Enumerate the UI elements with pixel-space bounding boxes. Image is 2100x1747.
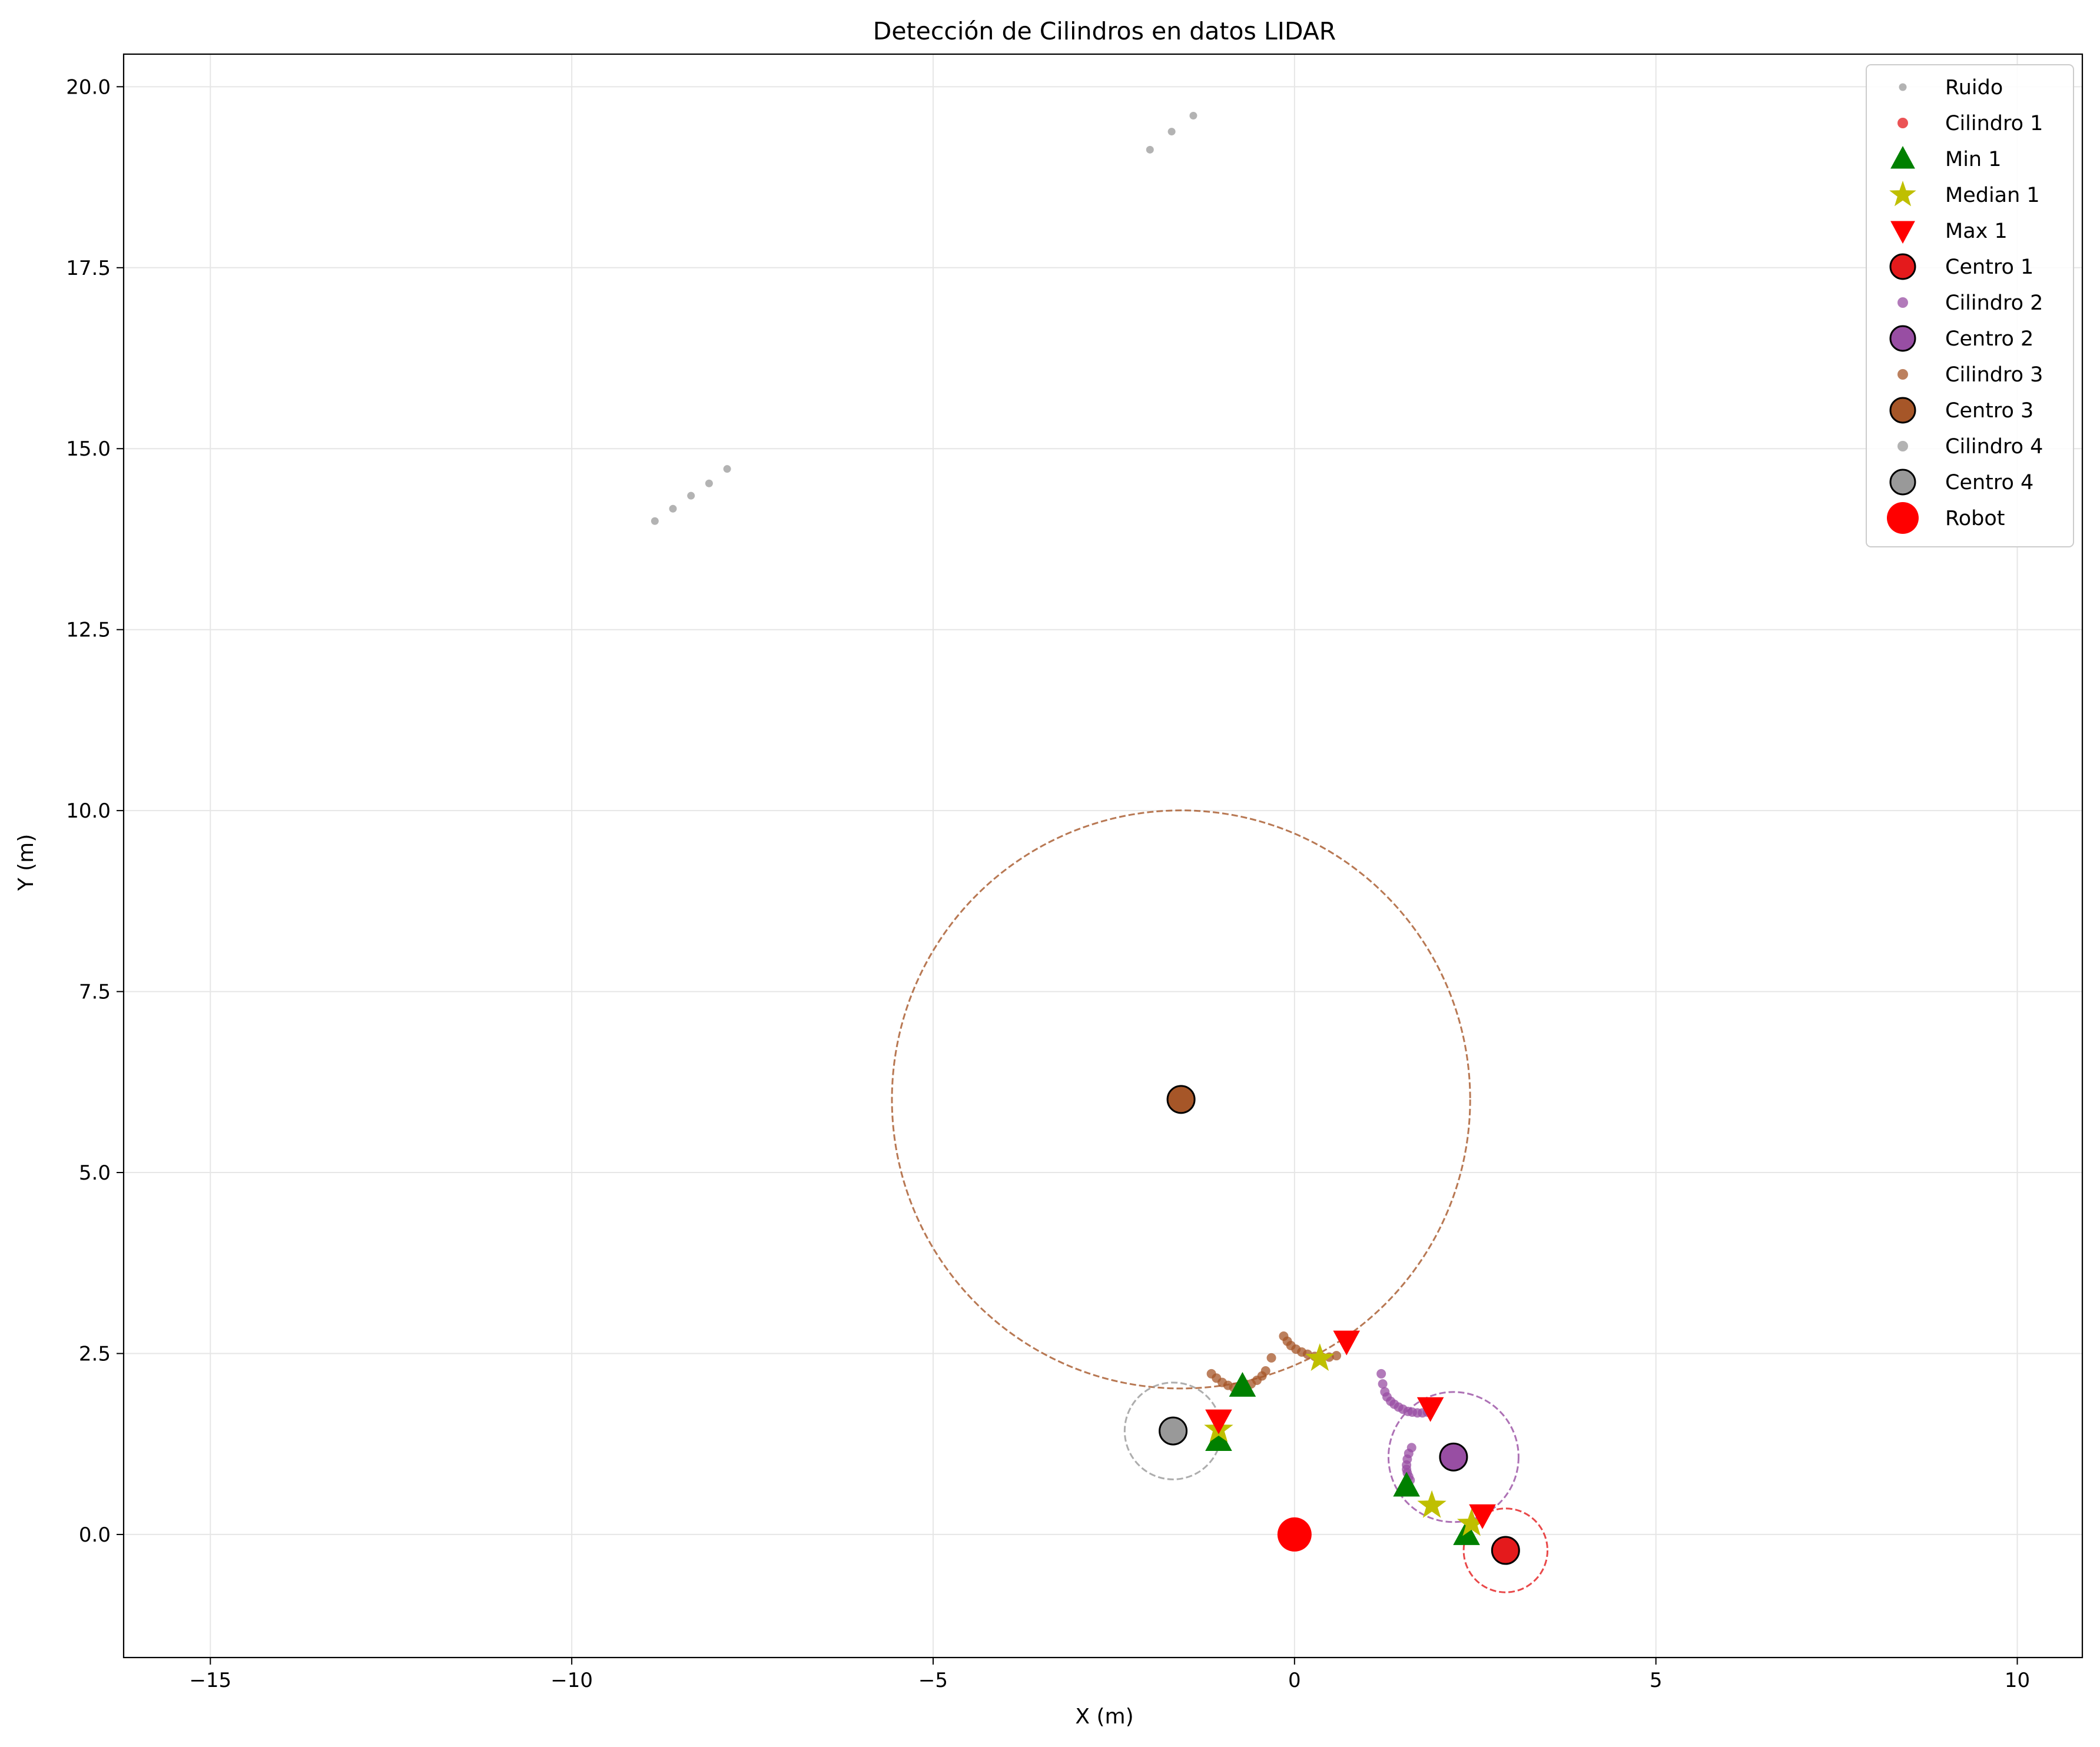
min-marker <box>1205 1426 1232 1452</box>
legend-marker <box>1897 369 1908 380</box>
noise-point <box>669 504 677 513</box>
legend-label: Max 1 <box>1945 220 2008 243</box>
x-axis-label: X (m) <box>1075 1705 1133 1729</box>
legend-marker <box>1889 181 1916 207</box>
y-tick-label: 15.0 <box>66 437 111 461</box>
max-marker <box>1333 1330 1361 1356</box>
legend-marker <box>1897 118 1908 128</box>
y-tick-label: 7.5 <box>79 981 111 1004</box>
median-marker <box>1417 1490 1447 1518</box>
legend-label: Centro 1 <box>1945 255 2033 279</box>
max-marker <box>1416 1397 1444 1422</box>
legend-label: Cilindro 2 <box>1945 291 2043 315</box>
max-marker <box>1469 1504 1496 1529</box>
noise-point <box>1167 128 1176 136</box>
noise-point <box>687 491 695 500</box>
legend-frame <box>1866 64 2074 547</box>
x-tick-label: 5 <box>1650 1669 1663 1692</box>
median-marker <box>1305 1343 1335 1371</box>
legend-marker <box>1890 146 1915 169</box>
y-tick-label: 10.0 <box>66 799 111 823</box>
min-marker <box>1229 1371 1256 1397</box>
y-tick-label: 5.0 <box>79 1161 111 1185</box>
plot-area-frame <box>122 53 2084 1659</box>
y-tick-label: 17.5 <box>66 257 111 280</box>
cylinder-2-point <box>1378 1379 1388 1389</box>
cylinder-1-fit-circle <box>1462 1507 1549 1593</box>
robot-marker <box>1277 1517 1312 1552</box>
noise-point <box>651 517 659 525</box>
x-tick-label: 10 <box>2005 1669 2030 1692</box>
legend-marker <box>1890 221 1915 244</box>
data-points <box>651 112 1432 1485</box>
legend-marker <box>1897 441 1908 451</box>
legend-label: Ruido <box>1945 76 2003 99</box>
cylinder-3-point <box>1260 1366 1270 1376</box>
y-tick-label: 12.5 <box>66 619 111 642</box>
legend-label: Centro 4 <box>1945 471 2033 494</box>
legend-marker <box>1889 325 1916 352</box>
axis-ticks: −15 −10 −5 0 5 10 0.0 2.5 5.0 7.5 10.0 12.5 15.0 17.5… <box>66 75 2030 1692</box>
cylinder-3-center <box>1166 1085 1196 1114</box>
legend-marker <box>1889 397 1916 424</box>
noise-point <box>1189 112 1197 120</box>
x-tick-label: 0 <box>1288 1669 1301 1692</box>
noise-point <box>1146 145 1154 154</box>
y-tick-label: 0.0 <box>79 1523 111 1547</box>
stat-markers <box>1159 1085 1520 1565</box>
x-tick-label: −15 <box>189 1669 231 1692</box>
legend-label: Min 1 <box>1945 148 2002 171</box>
legend-marker <box>1897 297 1908 308</box>
cylinder-2-center <box>1439 1442 1468 1472</box>
y-axis-label: Y (m) <box>14 834 38 892</box>
cylinder-2-fit-circle <box>1387 1391 1520 1523</box>
x-tick-label: −5 <box>918 1669 948 1692</box>
legend-marker <box>1899 83 1907 91</box>
cylinder-4-center <box>1159 1416 1188 1446</box>
legend-label: Cilindro 3 <box>1945 363 2043 387</box>
cylinder-1-center <box>1491 1536 1520 1565</box>
y-tick-label: 20.0 <box>66 75 111 99</box>
noise-point <box>705 479 713 487</box>
chart-title: Detección de Cilindros en datos LIDAR <box>873 17 1336 45</box>
cylinder-3-point <box>1332 1351 1342 1361</box>
legend-marker <box>1887 502 1919 534</box>
legend-label: Cilindro 4 <box>1945 435 2043 459</box>
x-tick-label: −10 <box>550 1669 593 1692</box>
legend-label: Median 1 <box>1945 184 2040 207</box>
y-tick-label: 2.5 <box>79 1342 111 1366</box>
cylinder-2-point <box>1376 1369 1386 1379</box>
max-marker <box>1205 1409 1232 1434</box>
legend-marker <box>1889 469 1916 496</box>
legend-label: Robot <box>1945 507 2005 530</box>
legend-marker <box>1889 253 1916 280</box>
legend: Ruido Cilindro 1 Min 1 Median 1 Max 1 Centro … <box>1866 64 2074 547</box>
legend-label: Cilindro 1 <box>1945 112 2043 135</box>
min-marker <box>1393 1472 1420 1497</box>
cylinder-3-point <box>1266 1353 1276 1363</box>
median-marker <box>1457 1508 1487 1536</box>
noise-point <box>723 465 731 473</box>
legend-label: Centro 2 <box>1945 327 2033 351</box>
cylinder-3-fit-circle <box>891 809 1471 1390</box>
legend-label: Centro 3 <box>1945 399 2033 423</box>
